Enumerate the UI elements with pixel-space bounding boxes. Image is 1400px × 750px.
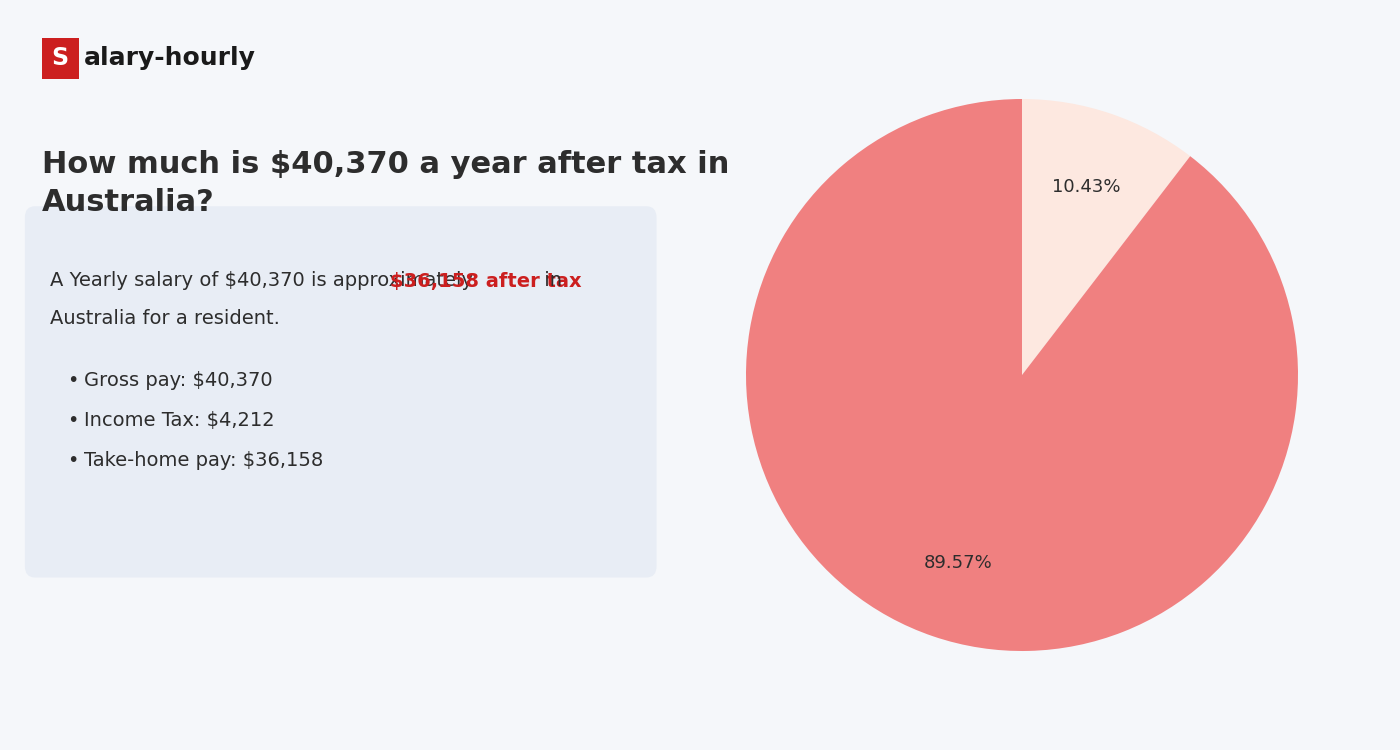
Text: alary-hourly: alary-hourly bbox=[84, 46, 256, 70]
Text: in: in bbox=[538, 272, 561, 290]
Text: •: • bbox=[67, 452, 78, 470]
Text: A Yearly salary of $40,370 is approximately: A Yearly salary of $40,370 is approximat… bbox=[50, 272, 480, 290]
Wedge shape bbox=[1022, 99, 1190, 375]
Wedge shape bbox=[746, 99, 1298, 651]
FancyBboxPatch shape bbox=[25, 206, 657, 578]
Text: Gross pay: $40,370: Gross pay: $40,370 bbox=[84, 371, 273, 390]
Text: Take-home pay: $36,158: Take-home pay: $36,158 bbox=[84, 452, 323, 470]
Text: How much is $40,370 a year after tax in
Australia?: How much is $40,370 a year after tax in … bbox=[42, 150, 729, 217]
Text: 89.57%: 89.57% bbox=[924, 554, 993, 572]
Text: Australia for a resident.: Australia for a resident. bbox=[50, 309, 280, 328]
Text: •: • bbox=[67, 411, 78, 430]
FancyBboxPatch shape bbox=[42, 38, 78, 79]
Text: $36,158 after tax: $36,158 after tax bbox=[389, 272, 581, 290]
Text: •: • bbox=[67, 371, 78, 390]
Text: Income Tax: $4,212: Income Tax: $4,212 bbox=[84, 411, 274, 430]
Text: 10.43%: 10.43% bbox=[1051, 178, 1120, 196]
Text: S: S bbox=[52, 46, 69, 70]
